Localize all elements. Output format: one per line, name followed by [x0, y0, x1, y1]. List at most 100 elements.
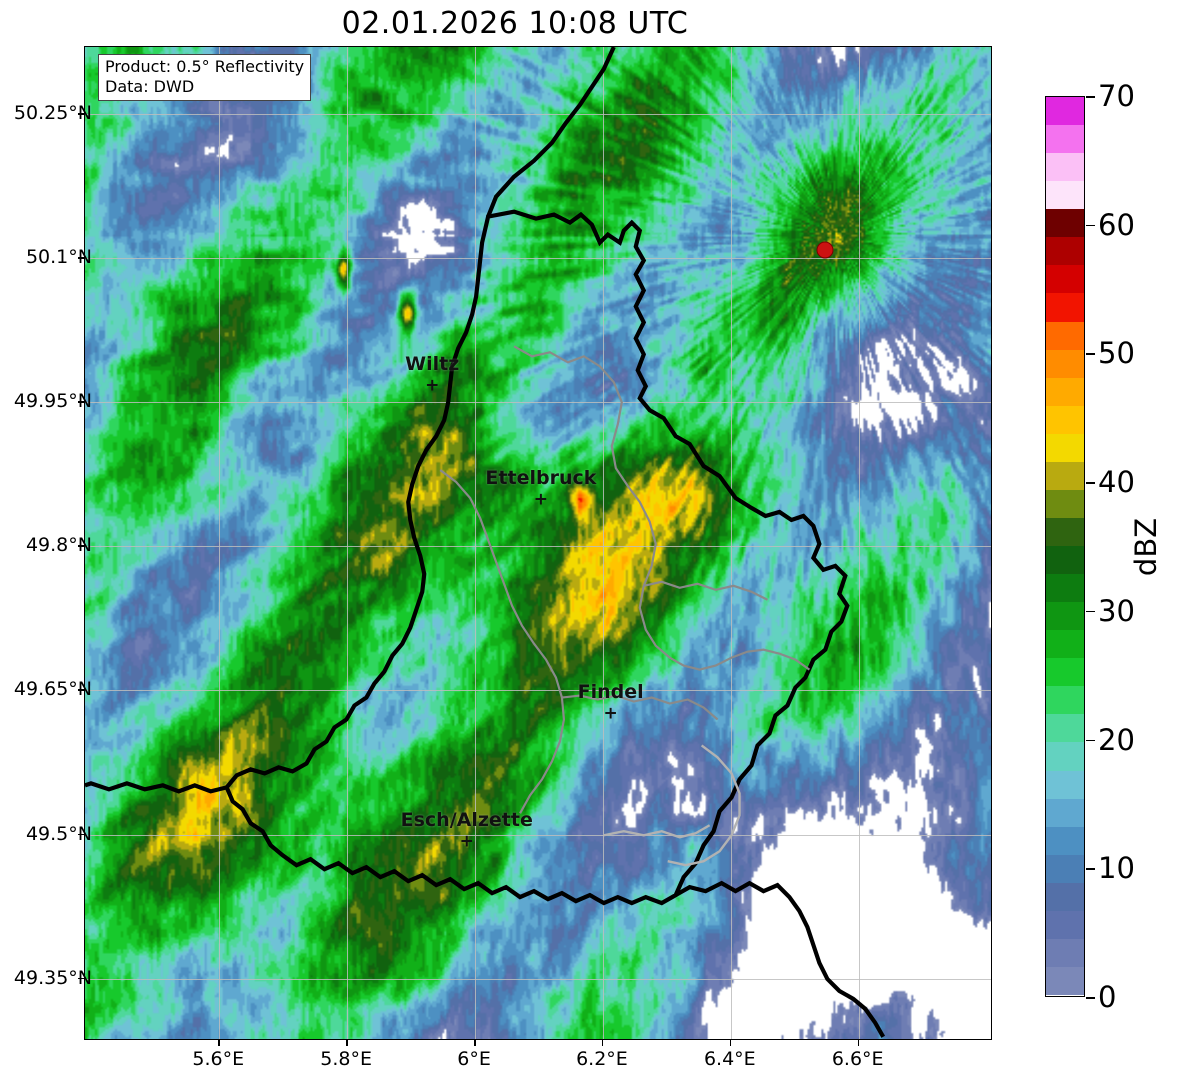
colorbar-tick — [1086, 224, 1095, 227]
info-data-line: Data: DWD — [105, 77, 195, 96]
colorbar-band — [1046, 153, 1084, 182]
colorbar-band — [1046, 377, 1084, 406]
gridline-horizontal — [85, 690, 991, 692]
y-axis-label: 49.8°N — [25, 534, 92, 557]
colorbar-band — [1046, 321, 1084, 350]
x-axis-label: 6°E — [457, 1048, 491, 1070]
y-axis-tick — [78, 977, 84, 980]
x-axis-tick — [729, 1040, 732, 1046]
colorbar — [1045, 96, 1085, 997]
colorbar-tick-label: 10 — [1098, 851, 1135, 886]
radar-station-marker[interactable] — [816, 241, 834, 259]
colorbar-band — [1046, 602, 1084, 631]
y-axis-tick — [78, 257, 84, 259]
colorbar-tick-label: 60 — [1098, 207, 1135, 242]
product-info-box: Product: 0.5° Reflectivity Data: DWD — [98, 54, 312, 101]
gridline-vertical — [602, 47, 604, 1039]
colorbar-title: dBZ — [1129, 517, 1163, 577]
city-label: Ettelbruck — [485, 467, 597, 490]
y-axis-label: 49.65°N — [13, 678, 92, 701]
x-axis-tick — [474, 1040, 476, 1046]
colorbar-tick — [1086, 482, 1095, 484]
colorbar-tick-label: 30 — [1098, 593, 1135, 628]
colorbar-band — [1046, 938, 1084, 967]
y-axis-label: 50.1°N — [25, 246, 92, 269]
radar-map-plot[interactable]: Wiltz + Ettelbruck + Findel + Esch/Alzette + Pr… — [84, 46, 992, 1040]
gridline-horizontal — [85, 114, 991, 116]
radar-reflectivity-layer — [85, 47, 991, 1039]
colorbar-band — [1046, 237, 1084, 266]
gridline-vertical — [219, 47, 221, 1039]
gridline-horizontal — [85, 258, 991, 260]
colorbar-band — [1046, 293, 1084, 322]
colorbar-tick-label: 50 — [1098, 336, 1135, 371]
colorbar-band — [1046, 546, 1084, 575]
y-axis-tick — [78, 401, 84, 403]
page-title: 02.01.2026 10:08 UTC — [341, 6, 689, 41]
colorbar-band — [1046, 826, 1084, 855]
x-axis-tick — [601, 1040, 604, 1046]
gridline-horizontal — [85, 402, 991, 404]
city-label: Findel — [577, 681, 644, 704]
colorbar-band — [1046, 658, 1084, 687]
colorbar-band — [1046, 349, 1084, 378]
colorbar-band — [1046, 125, 1084, 154]
gridline-vertical — [475, 47, 477, 1039]
colorbar-band — [1046, 882, 1084, 911]
colorbar-band — [1046, 461, 1084, 490]
y-axis-label: 50.25°N — [13, 102, 92, 125]
city-marker-icon: + — [425, 375, 440, 396]
colorbar-band — [1046, 630, 1084, 659]
gridline-horizontal — [85, 834, 991, 836]
colorbar-band — [1046, 97, 1084, 126]
x-axis-tick — [218, 1040, 220, 1046]
colorbar-tick-label: 40 — [1098, 465, 1135, 500]
gridline-horizontal — [85, 546, 991, 548]
colorbar-band — [1046, 910, 1084, 939]
y-axis-tick — [78, 833, 84, 836]
colorbar-band — [1046, 770, 1084, 799]
x-axis-label: 5.6°E — [192, 1048, 245, 1070]
x-axis-label: 6.4°E — [703, 1048, 756, 1070]
gridline-vertical — [730, 47, 732, 1039]
x-axis-tick — [346, 1040, 348, 1046]
colorbar-band — [1046, 854, 1084, 883]
info-product-line: Product: 0.5° Reflectivity — [105, 57, 305, 76]
y-axis-label: 49.5°N — [25, 822, 92, 845]
x-axis-label: 5.8°E — [320, 1048, 373, 1070]
colorbar-band — [1046, 209, 1084, 238]
y-axis-label: 49.95°N — [13, 390, 92, 413]
y-axis-tick — [78, 545, 84, 547]
colorbar-band — [1046, 574, 1084, 603]
colorbar-tick — [1086, 997, 1095, 999]
colorbar-band — [1046, 714, 1084, 743]
colorbar-band — [1046, 517, 1084, 546]
gridline-horizontal — [85, 978, 991, 980]
colorbar-band — [1046, 966, 1084, 995]
colorbar-band — [1046, 742, 1084, 771]
city-marker-icon: + — [603, 703, 618, 724]
colorbar-tick — [1086, 868, 1095, 870]
gridline-vertical — [347, 47, 349, 1039]
colorbar-band — [1046, 489, 1084, 518]
colorbar-band — [1046, 265, 1084, 294]
x-axis-label: 6.2°E — [576, 1048, 628, 1070]
colorbar-tick-label: 70 — [1098, 79, 1135, 113]
y-axis-label: 49.35°N — [13, 966, 92, 989]
city-marker-icon: + — [459, 831, 474, 852]
colorbar-band — [1046, 405, 1084, 434]
y-axis-tick — [78, 689, 84, 691]
colorbar-tick-label: 20 — [1098, 722, 1135, 757]
city-label: Wiltz — [405, 353, 460, 376]
colorbar-tick — [1086, 739, 1095, 742]
x-axis-tick — [857, 1040, 860, 1046]
y-axis-tick — [78, 113, 84, 115]
colorbar-band — [1046, 798, 1084, 827]
x-axis-label: 6.6°E — [831, 1048, 884, 1070]
colorbar-band — [1046, 433, 1084, 462]
colorbar-tick — [1086, 353, 1095, 356]
colorbar-band — [1046, 181, 1084, 210]
colorbar-tick — [1086, 96, 1095, 98]
city-marker-icon: + — [533, 489, 549, 510]
colorbar-tick — [1086, 610, 1095, 613]
